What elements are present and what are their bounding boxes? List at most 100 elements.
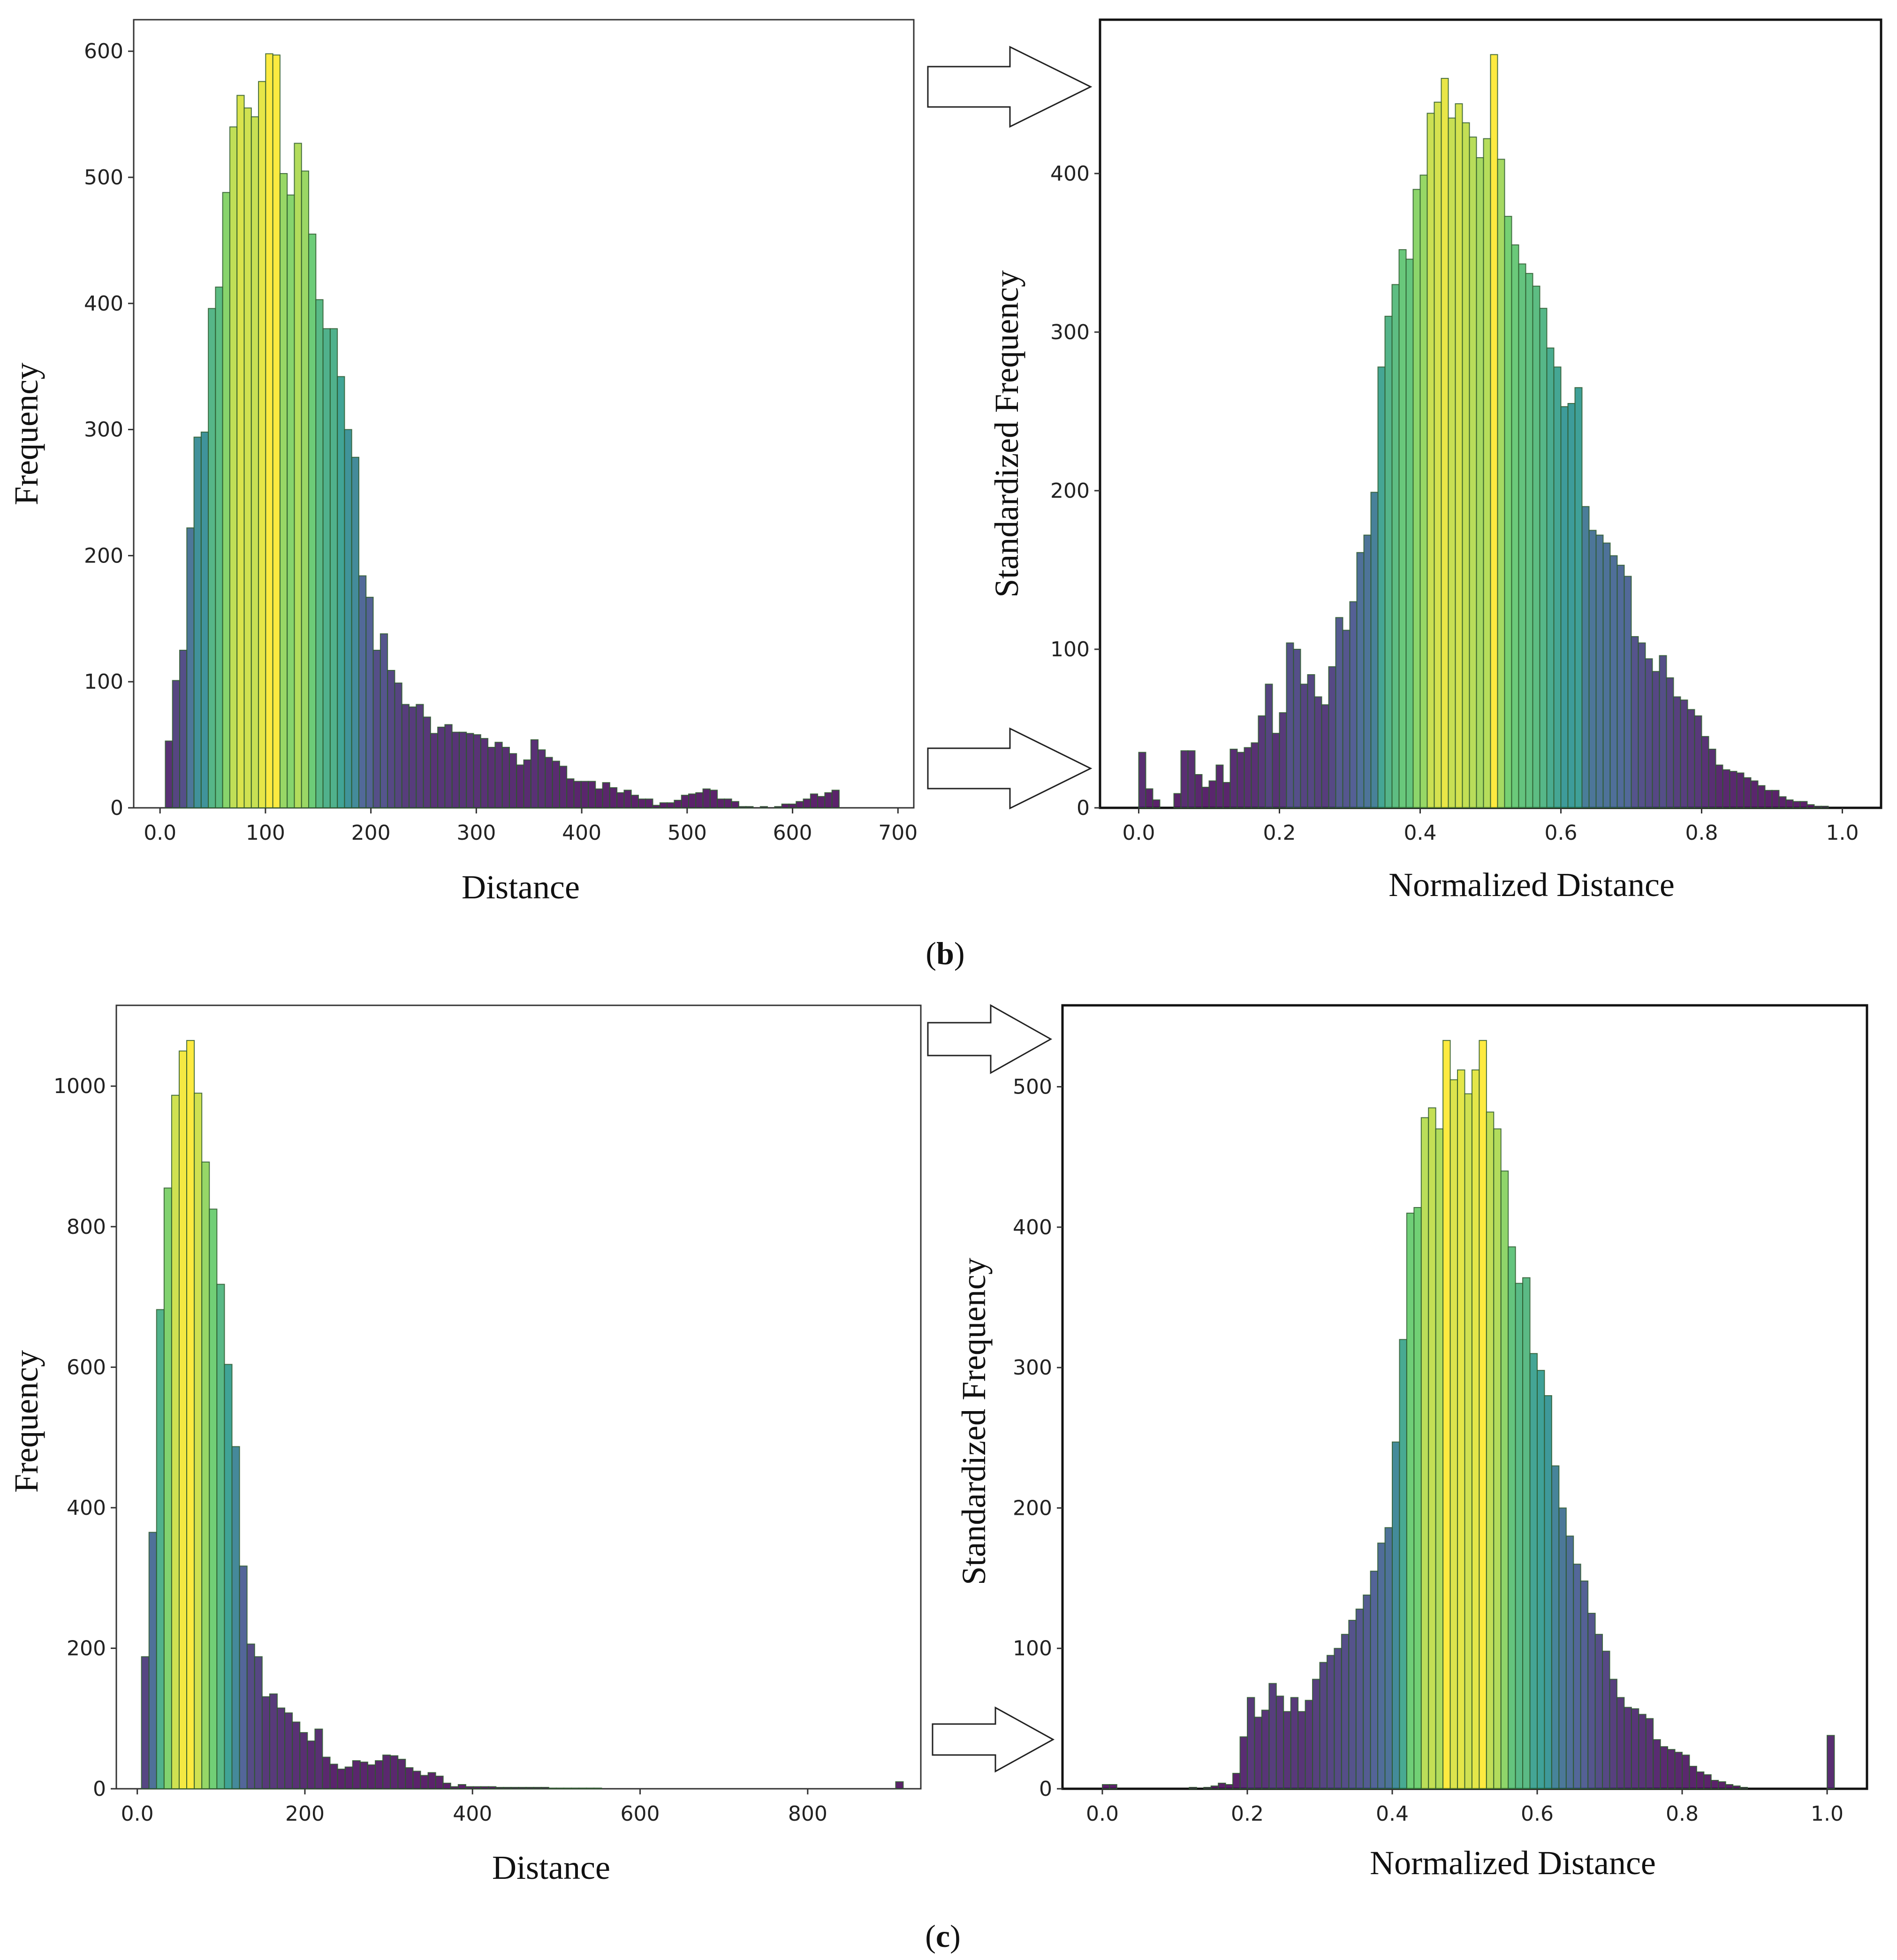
y-tick-label: 0 (93, 1777, 106, 1801)
chart-b-norm-ylabel: Standardized Frequency (988, 270, 1025, 598)
histogram-bar (344, 1766, 353, 1790)
histogram-bar (586, 1787, 595, 1789)
x-tick-label: 600 (773, 821, 812, 845)
histogram-bar (1377, 1542, 1386, 1789)
histogram-bar (1392, 1441, 1400, 1789)
histogram-bar (1293, 648, 1301, 808)
histogram-bar (352, 1760, 361, 1790)
histogram-bar (1355, 1608, 1364, 1789)
y-tick-label: 800 (67, 1215, 106, 1239)
histogram-bar (1229, 748, 1238, 809)
histogram-bar (702, 788, 711, 809)
histogram-bar (1391, 284, 1400, 808)
histogram-bar (465, 1786, 474, 1790)
histogram-bar (1652, 671, 1660, 809)
histogram-bar (1764, 790, 1773, 808)
histogram-bar (1544, 1395, 1552, 1789)
x-tick-label: 400 (562, 821, 601, 845)
histogram-bar (322, 328, 331, 808)
histogram-bar (1497, 159, 1505, 809)
y-tick-label: 400 (1050, 162, 1090, 186)
histogram-bar (458, 731, 467, 808)
histogram-bar (688, 793, 697, 809)
x-tick-label: 1.0 (1811, 1802, 1844, 1826)
histogram-bar (1725, 1784, 1734, 1790)
x-tick-label: 300 (456, 821, 496, 845)
x-tick-label: 0.2 (1231, 1802, 1264, 1826)
histogram-bar (667, 802, 675, 808)
histogram-bar (796, 801, 804, 809)
histogram-bar (1551, 1465, 1560, 1789)
histogram-bar (1595, 534, 1604, 808)
histogram-bar (1743, 777, 1752, 809)
histogram-bar (397, 1759, 406, 1790)
histogram-bar (1574, 387, 1583, 808)
chart-b-norm-x-axis: 0.0 0.2 0.4 0.6 0.8 1.0 (1123, 808, 1859, 845)
histogram-bar (1180, 750, 1189, 809)
x-tick-label: 0.6 (1521, 1802, 1554, 1826)
histogram-bar (1771, 790, 1780, 808)
histogram-bar (1314, 696, 1322, 808)
histogram-bar (1370, 1571, 1379, 1790)
histogram-bar (1321, 704, 1329, 809)
arrow-right-icon (927, 1004, 1053, 1074)
histogram-bar (774, 806, 782, 809)
y-tick-label: 300 (1050, 320, 1090, 344)
histogram-bar (390, 1755, 399, 1790)
histogram-bar (261, 1696, 270, 1790)
histogram-bar (1222, 782, 1231, 809)
histogram-bar (1680, 699, 1688, 809)
histogram-bar (246, 1643, 255, 1789)
histogram-bar (1750, 780, 1759, 809)
histogram-bar (573, 781, 582, 809)
histogram-bar (1483, 138, 1491, 808)
y-tick-label: 100 (84, 670, 123, 694)
histogram-bar (1638, 1714, 1647, 1789)
histogram-bar (681, 795, 689, 808)
histogram-bar (1210, 1785, 1219, 1790)
arrow-right-icon (927, 727, 1093, 810)
y-tick-label: 400 (67, 1496, 106, 1520)
x-tick-label: 0.4 (1404, 821, 1437, 845)
histogram-bar (1708, 748, 1716, 809)
histogram-bar (563, 1787, 572, 1789)
histogram-bar (1553, 366, 1562, 808)
histogram-bar (1565, 1535, 1574, 1790)
histogram-bar (593, 1787, 602, 1789)
histogram-bar (523, 759, 531, 808)
histogram-bar (1275, 1695, 1284, 1789)
histogram-bar (1616, 564, 1625, 808)
histogram-bar (659, 802, 668, 808)
histogram-bar (269, 1693, 278, 1790)
histogram-bar (408, 706, 417, 808)
histogram-bar (1258, 715, 1266, 808)
histogram-bar (351, 456, 360, 808)
histogram-bar (1653, 1739, 1661, 1789)
histogram-bar (457, 1784, 466, 1790)
histogram-bar (1722, 769, 1730, 808)
panel-label-c-close: ) (950, 1918, 961, 1954)
histogram-bar (488, 1786, 497, 1790)
histogram-bar (538, 749, 546, 808)
histogram-bar (265, 53, 273, 809)
histogram-bar (1511, 244, 1519, 808)
histogram-bar (1398, 249, 1407, 808)
x-tick-label: 1.0 (1826, 821, 1859, 845)
histogram-bar (1265, 684, 1273, 808)
histogram-bar (1522, 1277, 1531, 1790)
histogram-bar (435, 1776, 444, 1790)
chart-b-norm-y-axis: 0 100 200 300 400 (1050, 162, 1100, 820)
x-tick-label: 600 (621, 1802, 660, 1826)
histogram-bar (200, 431, 209, 808)
histogram-bar (1757, 785, 1766, 809)
histogram-bar (1732, 1785, 1741, 1790)
histogram-bar (367, 1764, 376, 1790)
histogram-bar (1525, 273, 1533, 808)
histogram-bar (1307, 674, 1315, 809)
histogram-bar (1427, 113, 1435, 809)
histogram-bar (231, 1446, 240, 1790)
histogram-bar (412, 1770, 421, 1790)
histogram-bar (1290, 1697, 1299, 1789)
histogram-bar (566, 778, 575, 809)
histogram-bar (1232, 1773, 1241, 1790)
